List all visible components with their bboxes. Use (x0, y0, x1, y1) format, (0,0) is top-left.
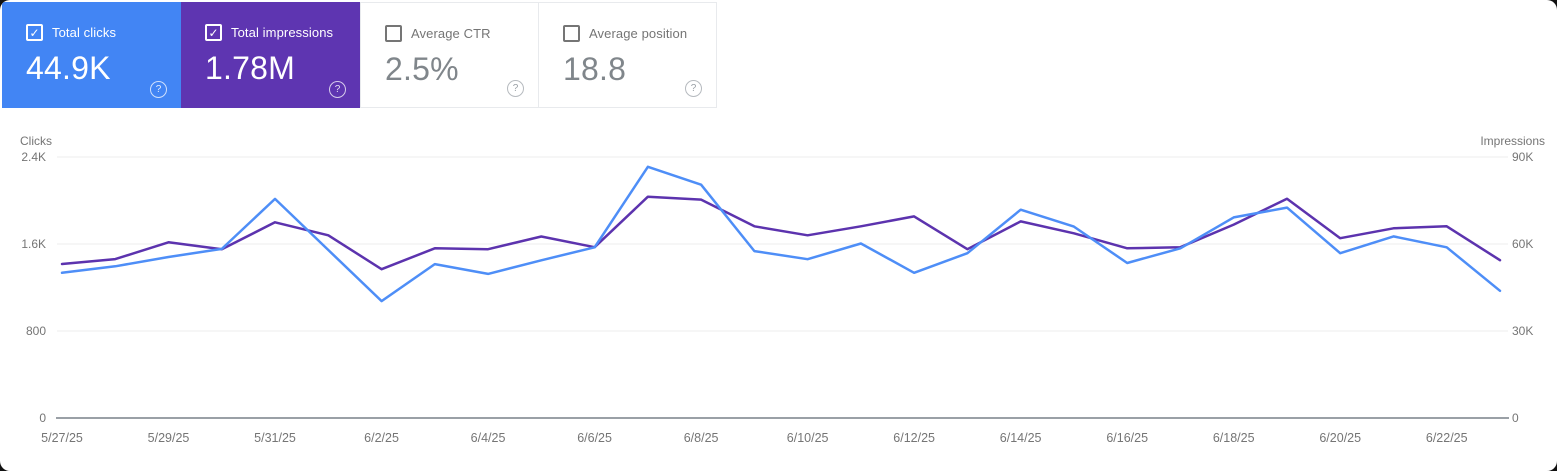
help-icon[interactable]: ? (507, 80, 524, 97)
x-tick-label: 6/20/25 (1319, 431, 1362, 445)
x-tick-label: 5/29/25 (147, 431, 190, 445)
left-axis-title: Clicks (20, 134, 52, 148)
total-impressions-value: 1.78M (205, 50, 295, 86)
x-tick-label: 6/2/25 (364, 431, 399, 445)
card-label: Total impressions (231, 25, 334, 40)
help-icon[interactable]: ? (150, 81, 167, 98)
total-clicks-value: 44.9K (26, 50, 111, 86)
card-header: ✓ Total impressions (181, 2, 360, 41)
average-position-value: 18.8 (563, 51, 627, 87)
help-icon[interactable]: ? (329, 81, 346, 98)
card-total-clicks[interactable]: ✓ Total clicks 44.9K ? (2, 2, 181, 108)
x-tick-label: 6/10/25 (786, 431, 829, 445)
x-tick-label: 6/14/25 (999, 431, 1042, 445)
clicks-line (60, 165, 1502, 303)
total-impressions-checkbox[interactable]: ✓ (205, 24, 222, 41)
y-tick-left: 0 (39, 411, 46, 425)
average-ctr-value: 2.5% (385, 51, 459, 87)
y-tick-right: 90K (1512, 150, 1534, 164)
y-tick-left: 2.4K (21, 150, 46, 164)
card-label: Average position (589, 26, 688, 41)
x-tick-label: 6/6/25 (577, 431, 612, 445)
x-tick-label: 6/18/25 (1212, 431, 1255, 445)
y-tick-left: 1.6K (21, 237, 46, 251)
card-header: Average position (539, 3, 716, 42)
x-tick-label: 6/4/25 (470, 431, 506, 445)
x-tick-label: 5/31/25 (254, 431, 296, 445)
total-clicks-checkbox[interactable]: ✓ (26, 24, 43, 41)
check-icon: ✓ (29, 25, 40, 40)
card-header: ✓ Total clicks (2, 2, 181, 41)
x-tick-label: 6/22/25 (1425, 431, 1468, 445)
card-total-impressions[interactable]: ✓ Total impressions 1.78M ? (181, 2, 360, 108)
card-header: Average CTR (361, 3, 538, 42)
y-tick-right: 60K (1512, 237, 1534, 251)
metric-cards-row: ✓ Total clicks 44.9K ? ✓ Total impressio… (2, 2, 717, 108)
y-tick-right: 0 (1512, 411, 1519, 425)
x-tick-label: 6/16/25 (1106, 431, 1149, 445)
right-axis-title: Impressions (1480, 134, 1545, 148)
performance-chart[interactable]: Clicks Impressions 0 800 1.6K 2.4K 0 30K 60K 90… (0, 108, 1557, 471)
x-tick-label: 5/27/25 (41, 431, 83, 445)
card-label: Average CTR (411, 26, 491, 41)
x-tick-label: 6/8/25 (683, 431, 719, 445)
card-average-position[interactable]: Average position 18.8 ? (538, 2, 717, 108)
average-position-checkbox[interactable] (563, 25, 580, 42)
card-label: Total clicks (52, 25, 117, 40)
average-ctr-checkbox[interactable] (385, 25, 402, 42)
y-tick-left: 800 (25, 324, 46, 338)
card-average-ctr[interactable]: Average CTR 2.5% ? (360, 2, 539, 108)
check-icon: ✓ (208, 25, 219, 40)
chart-plot-area[interactable] (0, 108, 1557, 471)
y-tick-right: 30K (1512, 324, 1534, 338)
x-tick-label: 6/12/25 (893, 431, 935, 445)
help-icon[interactable]: ? (685, 80, 702, 97)
